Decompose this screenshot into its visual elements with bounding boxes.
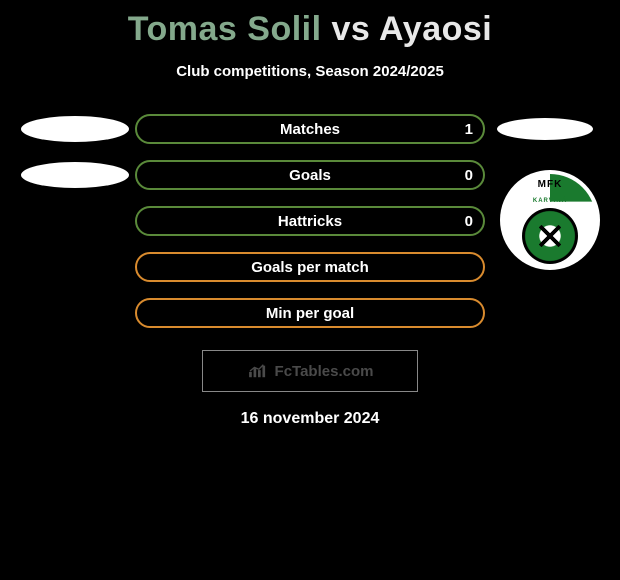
right-badge-slot [485, 118, 605, 140]
stat-bar-goals-per-match: Goals per match [135, 252, 485, 282]
stat-row: Matches 1 [0, 106, 620, 152]
stat-value-right: 0 [465, 213, 473, 230]
club-logo-karvina: MFK KARVINÁ [500, 170, 600, 270]
stat-label: Min per goal [266, 305, 354, 322]
report-date: 16 november 2024 [0, 410, 620, 428]
club-placeholder-right-1 [497, 118, 593, 140]
comparison-title: Tomas Solil vs Ayaosi [0, 0, 620, 49]
stat-row: Min per goal [0, 290, 620, 336]
club-placeholder-left-2 [21, 162, 129, 188]
stat-value-right: 0 [465, 167, 473, 184]
player2-name: Ayaosi [379, 10, 492, 48]
stat-bar-min-per-goal: Min per goal [135, 298, 485, 328]
left-badge-slot [15, 162, 135, 188]
left-badge-slot [15, 116, 135, 142]
logo-inner-emblem [522, 208, 578, 264]
fctables-watermark: FcTables.com [202, 350, 418, 392]
chart-icon [247, 363, 269, 379]
stat-bar-matches: Matches 1 [135, 114, 485, 144]
player1-name: Tomas Solil [128, 10, 322, 48]
stat-bar-hattricks: Hattricks 0 [135, 206, 485, 236]
stat-label: Goals [289, 167, 331, 184]
stat-value-right: 1 [465, 121, 473, 138]
vs-text: vs [332, 10, 371, 48]
stat-bar-goals: Goals 0 [135, 160, 485, 190]
stat-label: Goals per match [251, 259, 369, 276]
logo-subtext: KARVINÁ [533, 198, 567, 204]
season-subtitle: Club competitions, Season 2024/2025 [0, 63, 620, 80]
club-placeholder-left-1 [21, 116, 129, 142]
stat-label: Matches [280, 121, 340, 138]
logo-text: MFK [538, 179, 563, 190]
watermark-text: FcTables.com [275, 363, 374, 380]
stat-label: Hattricks [278, 213, 342, 230]
